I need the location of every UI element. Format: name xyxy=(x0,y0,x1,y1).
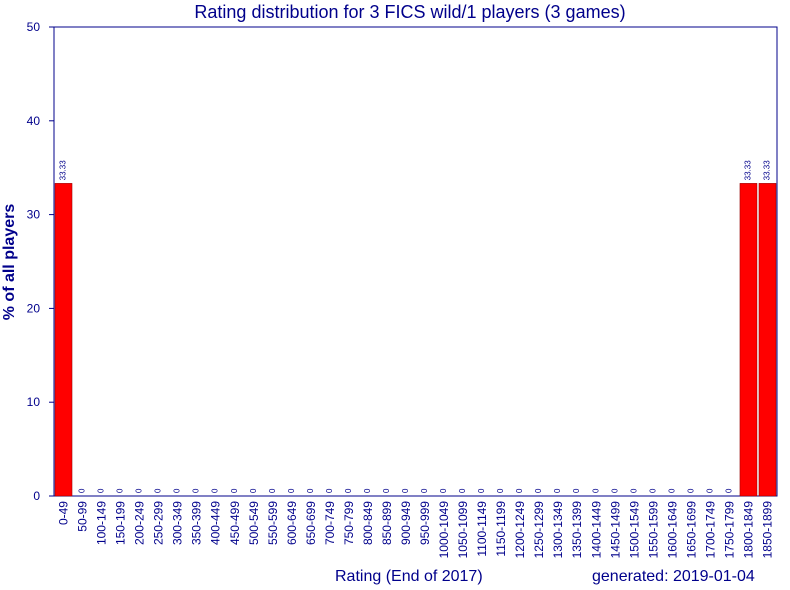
bar-value-label: 0 xyxy=(553,488,562,493)
y-tick-label: 40 xyxy=(27,114,41,128)
x-axis-label: Rating (End of 2017) xyxy=(335,568,483,585)
x-tick-label: 500-549 xyxy=(247,501,261,545)
bar-value-label: 0 xyxy=(439,488,448,493)
x-tick-label: 600-649 xyxy=(285,501,299,545)
bar-value-label: 0 xyxy=(705,488,714,493)
x-tick-label: 300-349 xyxy=(171,501,185,545)
bar xyxy=(739,183,758,497)
generated-date: generated: 2019-01-04 xyxy=(592,568,755,585)
bar-value-label: 0 xyxy=(629,488,638,493)
x-tick-label: 200-249 xyxy=(133,501,147,545)
x-tick-label: 1200-1249 xyxy=(513,501,527,559)
bar-value-label: 0 xyxy=(192,488,201,493)
bar-value-label: 0 xyxy=(572,488,581,493)
bar-value-label: 0 xyxy=(344,488,353,493)
bar-value-label: 0 xyxy=(477,488,486,493)
y-tick-label: 30 xyxy=(27,208,41,222)
bar-value-label: 0 xyxy=(591,488,600,493)
x-tick-label: 800-849 xyxy=(361,501,375,545)
bar-value-label: 0 xyxy=(230,488,239,493)
x-tick-label: 100-149 xyxy=(95,501,109,545)
bar-value-label: 0 xyxy=(268,488,277,493)
x-tick-label: 1850-1899 xyxy=(760,501,774,559)
x-tick-label: 650-699 xyxy=(304,501,318,545)
x-tick-label: 350-399 xyxy=(190,501,204,545)
bar-value-label: 0 xyxy=(154,488,163,493)
bar-value-label: 0 xyxy=(135,488,144,493)
bar-value-label: 0 xyxy=(382,488,391,493)
bar-value-label: 33.33 xyxy=(762,160,771,181)
bar-value-label: 0 xyxy=(534,488,543,493)
x-tick-label: 1500-1549 xyxy=(627,501,641,559)
x-tick-label: 700-749 xyxy=(323,501,337,545)
x-tick-label: 1550-1599 xyxy=(646,501,660,559)
x-tick-label: 1600-1649 xyxy=(665,501,679,559)
x-tick-label: 1250-1299 xyxy=(532,501,546,559)
y-tick-label: 50 xyxy=(27,20,41,34)
bar-value-label: 33.33 xyxy=(59,160,68,181)
x-tick-label: 450-499 xyxy=(228,501,242,545)
bar-value-label: 0 xyxy=(610,488,619,493)
bar-value-label: 0 xyxy=(458,488,467,493)
bar xyxy=(54,183,73,497)
x-tick-label: 1800-1849 xyxy=(741,501,755,559)
bar xyxy=(758,183,777,497)
bar-value-label: 0 xyxy=(496,488,505,493)
bar-value-label: 0 xyxy=(724,488,733,493)
bar-value-label: 0 xyxy=(420,488,429,493)
x-tick-label: 1450-1499 xyxy=(608,501,622,559)
x-tick-label: 50-99 xyxy=(76,501,90,532)
chart-title: Rating distribution for 3 FICS wild/1 pl… xyxy=(194,2,626,22)
y-tick-label: 0 xyxy=(33,489,40,503)
x-tick-label: 0-49 xyxy=(57,501,71,525)
bar-value-label: 33.33 xyxy=(743,160,752,181)
x-tick-label: 1350-1399 xyxy=(570,501,584,559)
bar-value-label: 0 xyxy=(97,488,106,493)
bar-value-label: 0 xyxy=(401,488,410,493)
bar-value-label: 0 xyxy=(648,488,657,493)
plot-frame xyxy=(53,26,778,497)
x-tick-label: 550-599 xyxy=(266,501,280,545)
x-tick-label: 1400-1449 xyxy=(589,501,603,559)
x-tick-label: 1750-1799 xyxy=(722,501,736,559)
x-tick-label: 400-449 xyxy=(209,501,223,545)
bar-value-label: 0 xyxy=(116,488,125,493)
x-tick-label: 1150-1199 xyxy=(494,501,508,557)
bar-value-label: 0 xyxy=(173,488,182,493)
bar-value-label: 0 xyxy=(211,488,220,493)
x-tick-label: 1000-1049 xyxy=(437,501,451,559)
bar-value-label: 0 xyxy=(363,488,372,493)
x-tick-label: 1700-1749 xyxy=(703,501,717,559)
x-tick-label: 1300-1349 xyxy=(551,501,565,559)
x-tick-label: 1100-1149 xyxy=(475,501,489,557)
bar-value-label: 0 xyxy=(515,488,524,493)
bar-value-label: 0 xyxy=(249,488,258,493)
bar-value-label: 0 xyxy=(78,488,87,493)
x-tick-label: 750-799 xyxy=(342,501,356,545)
x-tick-label: 250-299 xyxy=(152,501,166,545)
x-tick-label: 950-999 xyxy=(418,501,432,545)
x-tick-label: 850-899 xyxy=(380,501,394,545)
x-tick-label: 900-949 xyxy=(399,501,413,545)
bar-value-label: 0 xyxy=(325,488,334,493)
x-tick-label: 1650-1699 xyxy=(684,501,698,559)
x-tick-label: 150-199 xyxy=(114,501,128,545)
bar-value-label: 0 xyxy=(306,488,315,493)
y-tick-label: 20 xyxy=(27,301,41,315)
bar-value-label: 0 xyxy=(287,488,296,493)
bar-value-label: 0 xyxy=(667,488,676,493)
y-tick-label: 10 xyxy=(27,395,41,409)
bar-value-label: 0 xyxy=(686,488,695,493)
x-tick-label: 1050-1099 xyxy=(456,501,470,559)
